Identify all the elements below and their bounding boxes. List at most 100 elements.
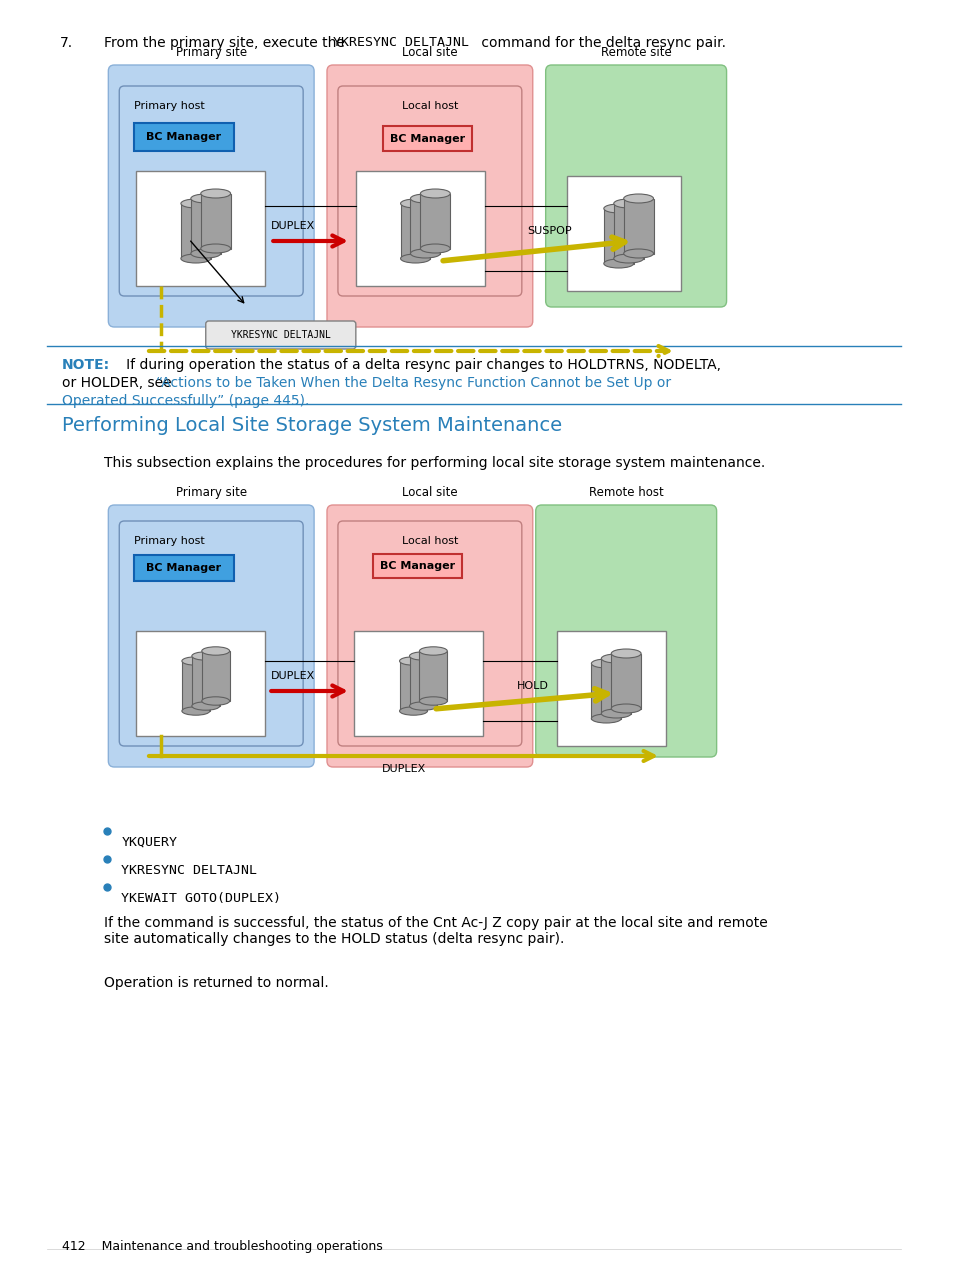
- Text: Operation is returned to normal.: Operation is returned to normal.: [104, 976, 329, 990]
- FancyBboxPatch shape: [119, 86, 303, 296]
- FancyBboxPatch shape: [354, 630, 482, 736]
- Text: DUPLEX: DUPLEX: [381, 764, 425, 774]
- Ellipse shape: [623, 249, 653, 258]
- Text: Local site: Local site: [401, 486, 457, 500]
- Ellipse shape: [400, 254, 430, 263]
- Text: YKQUERY: YKQUERY: [121, 836, 177, 849]
- Text: YKRESYNC DELTAJNL: YKRESYNC DELTAJNL: [231, 330, 331, 341]
- Ellipse shape: [409, 652, 436, 660]
- Ellipse shape: [182, 707, 210, 716]
- Text: BC Manager: BC Manager: [379, 561, 455, 571]
- FancyBboxPatch shape: [200, 193, 231, 249]
- Text: YKEWAIT GOTO(DUPLEX): YKEWAIT GOTO(DUPLEX): [121, 892, 281, 905]
- Text: If during operation the status of a delta resync pair changes to HOLDTRNS, NODEL: If during operation the status of a delt…: [113, 358, 720, 372]
- Ellipse shape: [192, 652, 219, 660]
- FancyBboxPatch shape: [603, 208, 633, 263]
- Ellipse shape: [181, 200, 211, 208]
- Text: Local host: Local host: [401, 100, 457, 111]
- Text: This subsection explains the procedures for performing local site storage system: This subsection explains the procedures …: [104, 456, 765, 470]
- Ellipse shape: [591, 714, 620, 723]
- FancyBboxPatch shape: [591, 663, 620, 718]
- Text: “Actions to be Taken When the Delta Resync Function Cannot be Set Up or: “Actions to be Taken When the Delta Resy…: [156, 376, 671, 390]
- FancyBboxPatch shape: [400, 203, 430, 258]
- FancyBboxPatch shape: [611, 653, 640, 708]
- Text: Primary host: Primary host: [134, 536, 205, 547]
- Ellipse shape: [600, 655, 631, 663]
- FancyBboxPatch shape: [337, 521, 521, 746]
- Text: DUPLEX: DUPLEX: [271, 221, 315, 231]
- Text: 7.: 7.: [60, 36, 72, 50]
- FancyBboxPatch shape: [192, 656, 219, 705]
- Ellipse shape: [603, 259, 633, 268]
- FancyBboxPatch shape: [355, 172, 484, 286]
- Ellipse shape: [623, 194, 653, 203]
- FancyBboxPatch shape: [136, 630, 265, 736]
- Ellipse shape: [419, 647, 447, 655]
- Text: DUPLEX: DUPLEX: [271, 671, 315, 681]
- FancyBboxPatch shape: [136, 172, 265, 286]
- Ellipse shape: [399, 707, 427, 716]
- FancyBboxPatch shape: [119, 521, 303, 746]
- Ellipse shape: [410, 249, 440, 258]
- Ellipse shape: [191, 194, 220, 203]
- Ellipse shape: [409, 702, 436, 710]
- Text: Primary site: Primary site: [175, 46, 247, 58]
- Ellipse shape: [603, 205, 633, 214]
- Text: command for the delta resync pair.: command for the delta resync pair.: [476, 36, 725, 50]
- Ellipse shape: [613, 200, 643, 208]
- FancyBboxPatch shape: [109, 65, 314, 327]
- Text: BC Manager: BC Manager: [146, 563, 221, 573]
- Ellipse shape: [191, 249, 220, 258]
- Ellipse shape: [611, 704, 640, 713]
- Text: or HOLDER, see: or HOLDER, see: [62, 376, 175, 390]
- Text: Remote host: Remote host: [588, 486, 663, 500]
- Ellipse shape: [420, 244, 450, 253]
- Ellipse shape: [400, 200, 430, 208]
- FancyBboxPatch shape: [623, 198, 653, 253]
- Ellipse shape: [600, 709, 631, 718]
- FancyBboxPatch shape: [536, 505, 716, 758]
- Ellipse shape: [181, 254, 211, 263]
- Text: From the primary site, execute the: From the primary site, execute the: [104, 36, 349, 50]
- Text: Remote site: Remote site: [600, 46, 671, 58]
- Text: HOLD: HOLD: [517, 681, 548, 691]
- FancyBboxPatch shape: [420, 193, 450, 249]
- Ellipse shape: [591, 658, 620, 669]
- Ellipse shape: [410, 194, 440, 203]
- Ellipse shape: [202, 647, 230, 655]
- FancyBboxPatch shape: [399, 661, 427, 710]
- Ellipse shape: [420, 189, 450, 198]
- Ellipse shape: [399, 657, 427, 665]
- Text: Primary host: Primary host: [134, 100, 205, 111]
- Text: YKRESYNC DELTAJNL: YKRESYNC DELTAJNL: [121, 864, 257, 877]
- Ellipse shape: [419, 697, 447, 705]
- FancyBboxPatch shape: [419, 651, 447, 702]
- FancyBboxPatch shape: [181, 203, 211, 258]
- Text: YKRESYNC DELTAJNL: YKRESYNC DELTAJNL: [333, 36, 469, 50]
- FancyBboxPatch shape: [202, 651, 230, 702]
- FancyBboxPatch shape: [191, 198, 220, 253]
- Text: BC Manager: BC Manager: [390, 133, 464, 144]
- FancyBboxPatch shape: [409, 656, 436, 705]
- Ellipse shape: [200, 244, 231, 253]
- Ellipse shape: [202, 697, 230, 705]
- FancyBboxPatch shape: [566, 175, 680, 291]
- FancyBboxPatch shape: [109, 505, 314, 766]
- Ellipse shape: [192, 702, 219, 710]
- FancyBboxPatch shape: [373, 554, 461, 578]
- FancyBboxPatch shape: [337, 86, 521, 296]
- Text: 412    Maintenance and troubleshooting operations: 412 Maintenance and troubleshooting oper…: [62, 1240, 382, 1253]
- FancyBboxPatch shape: [556, 630, 665, 746]
- FancyBboxPatch shape: [382, 126, 472, 151]
- Text: Local site: Local site: [401, 46, 457, 58]
- Text: Primary site: Primary site: [175, 486, 247, 500]
- FancyBboxPatch shape: [134, 555, 233, 581]
- FancyBboxPatch shape: [327, 65, 532, 327]
- Ellipse shape: [613, 254, 643, 263]
- FancyBboxPatch shape: [206, 322, 355, 350]
- Text: If the command is successful, the status of the Cnt Ac-J Z copy pair at the loca: If the command is successful, the status…: [104, 916, 767, 946]
- Text: NOTE:: NOTE:: [62, 358, 110, 372]
- Text: SUSPOP: SUSPOP: [526, 226, 571, 236]
- Text: Operated Successfully” (page 445).: Operated Successfully” (page 445).: [62, 394, 309, 408]
- Ellipse shape: [182, 657, 210, 665]
